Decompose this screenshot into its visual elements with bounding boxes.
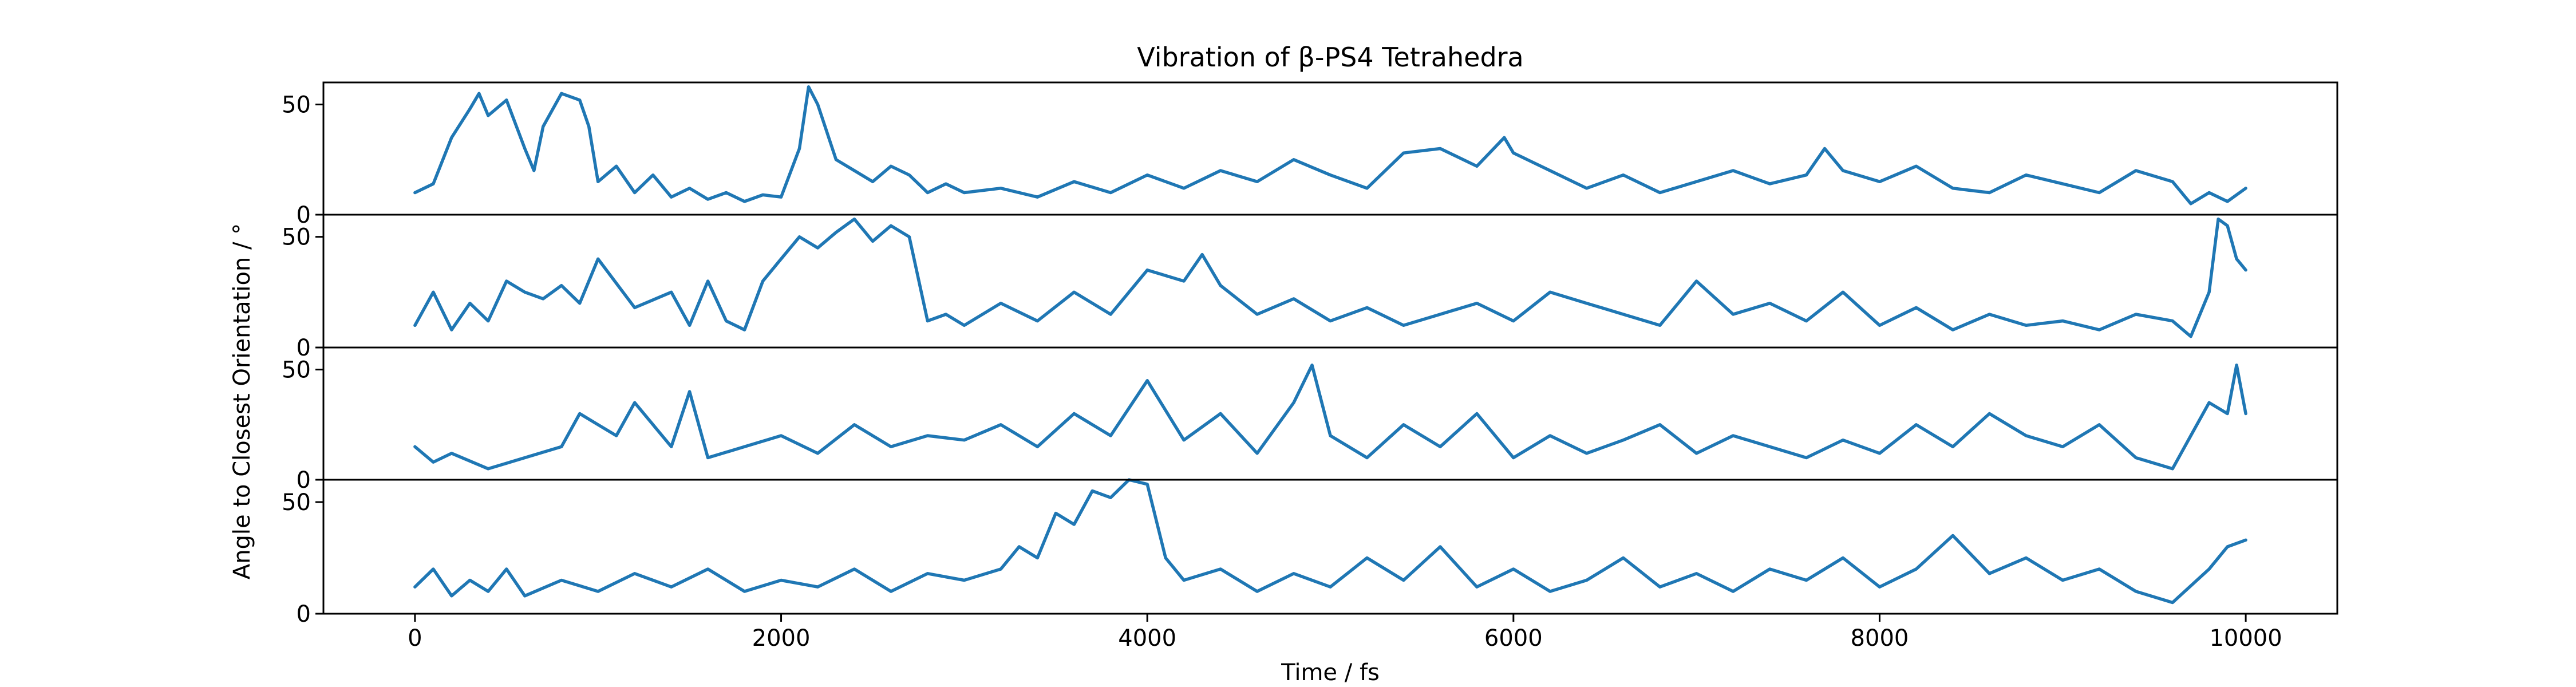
y-tick-label: 50 xyxy=(282,92,311,119)
x-tick-label: 4000 xyxy=(1118,625,1176,652)
panel-frame xyxy=(322,214,2338,349)
series-line-panel-4 xyxy=(413,478,2247,605)
y-tick-label: 50 xyxy=(282,224,311,251)
x-axis-ticks: 0 2000 4000 6000 8000 10000 xyxy=(408,614,2282,652)
series-line-panel-3 xyxy=(413,364,2247,471)
chart-title: Vibration of β-PS4 Tetrahedra xyxy=(1137,42,1524,73)
y-axis-label: Angle to Closest Orientation / ° xyxy=(229,223,255,579)
y-tick-label: 0 xyxy=(297,601,311,627)
panel-4: 0 50 xyxy=(282,478,2338,627)
x-axis-label: Time / fs xyxy=(1281,660,1380,686)
x-tick-label: 0 xyxy=(408,625,422,652)
x-tick-label: 8000 xyxy=(1851,625,1909,652)
x-tick-label: 2000 xyxy=(752,625,811,652)
panel-3: 0 50 xyxy=(282,346,2338,493)
y-tick-label: 50 xyxy=(282,489,311,516)
y-tick-label: 0 xyxy=(297,202,311,228)
panel-1: 0 50 xyxy=(282,81,2338,228)
x-tick-label: 6000 xyxy=(1484,625,1543,652)
series-line-panel-2 xyxy=(413,217,2247,338)
x-tick-label: 10000 xyxy=(2209,625,2282,652)
panel-frame xyxy=(322,81,2338,216)
panel-frame xyxy=(322,479,2338,615)
series-line-panel-1 xyxy=(413,85,2247,206)
y-tick-label: 0 xyxy=(297,467,311,493)
panel-frame xyxy=(322,346,2338,481)
y-tick-label: 0 xyxy=(297,335,311,361)
y-tick-label: 50 xyxy=(282,357,311,384)
panel-2: 0 50 xyxy=(282,214,2338,361)
